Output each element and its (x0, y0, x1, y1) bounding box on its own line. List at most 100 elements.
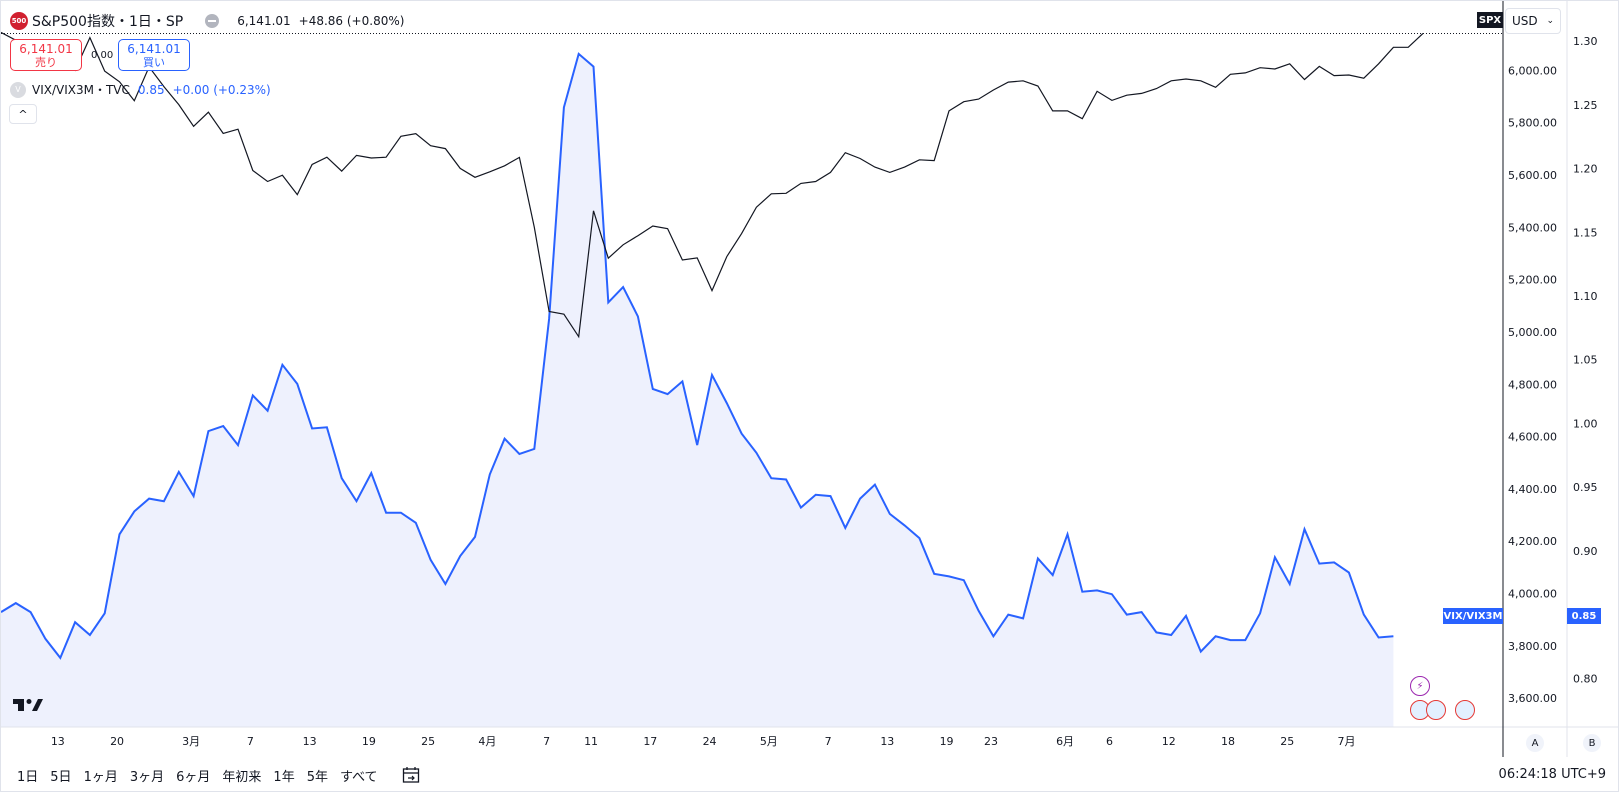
calendar-icon[interactable] (402, 766, 420, 784)
buy-price: 6,141.01 (127, 42, 181, 56)
left-price-tick-label: 4,200.00 (1508, 535, 1557, 548)
auto-scale-button[interactable]: A (1526, 734, 1544, 752)
collapse-legend-button[interactable]: ^ (9, 104, 37, 124)
time-tick-label: 6月 (1056, 735, 1074, 748)
sp500-logo: 500 (10, 12, 28, 30)
range-1y[interactable]: 1年 (273, 769, 295, 785)
buy-button[interactable]: 6,141.01 買い (118, 39, 190, 71)
right-price-tick-label: 0.80 (1573, 672, 1598, 685)
time-tick-label: 6 (1106, 735, 1113, 748)
spread-value: 0.00 (91, 50, 114, 61)
right-price-tick-label: 1.20 (1573, 163, 1598, 176)
tradingview-logo-mark (13, 699, 43, 711)
range-1d[interactable]: 1日 (17, 769, 39, 785)
left-price-tick-label: 6,000.00 (1508, 64, 1557, 77)
left-price-tick-label: 5,200.00 (1508, 274, 1557, 287)
chevron-up-icon: ^ (18, 107, 28, 121)
left-price-tick-label: 3,600.00 (1508, 692, 1557, 705)
spx-series-line (1, 31, 1424, 339)
right-price-tick-label: 1.15 (1573, 226, 1598, 239)
main-series-change: +48.86 (+0.80%) (298, 14, 405, 28)
chart-canvas[interactable]: 6,000.00 5,800.00 5,600.00 5,400.00 5,200.00… (1, 1, 1619, 757)
left-price-tick-label: 4,400.00 (1508, 483, 1557, 496)
time-tick-label: 20 (110, 735, 124, 748)
left-price-axis[interactable]: 6,000.00 5,800.00 5,600.00 5,400.00 5,200.00… (1508, 64, 1557, 705)
left-price-tick-label: 4,600.00 (1508, 431, 1557, 444)
time-tick-label: 23 (984, 735, 998, 748)
right-price-axis[interactable]: 1.301.251.201.151.101.051.000.950.900.85… (1573, 35, 1598, 685)
time-tick-label: 13 (51, 735, 65, 748)
range-3m[interactable]: 3ヶ月 (129, 769, 165, 785)
time-tick-label: 5月 (760, 735, 778, 748)
left-price-tick-label: 4,800.00 (1508, 378, 1557, 391)
spx-price-tag: SPX (1477, 12, 1503, 28)
left-price-tick-label: 5,000.00 (1508, 326, 1557, 339)
second-series-legend[interactable]: V VIX/VIX3M・TVC 0.85 +0.00 (+0.23%) (10, 81, 271, 98)
sell-label: 売り (35, 56, 57, 69)
vix-value-tag: 0.85 (1567, 608, 1601, 624)
lightning-event-icon[interactable]: ⚡ (1410, 676, 1430, 696)
time-tick-label: 7 (825, 735, 832, 748)
time-tick-label: 25 (421, 735, 435, 748)
time-tick-label: 13 (880, 735, 894, 748)
time-tick-label: 7 (543, 735, 550, 748)
range-1m[interactable]: 1ヶ月 (83, 769, 118, 785)
main-series-price: 6,141.01 (237, 14, 291, 28)
main-series-title[interactable]: S&P500指数・1日・SP (32, 14, 184, 30)
hide-series-icon[interactable] (205, 14, 220, 28)
time-tick-label: 19 (940, 735, 954, 748)
right-price-tick-label: 1.25 (1573, 99, 1598, 112)
sell-button[interactable]: 6,141.01 売り (10, 39, 82, 71)
time-tick-label: 24 (703, 735, 717, 748)
range-5d[interactable]: 5日 (50, 769, 72, 785)
second-series-title[interactable]: VIX/VIX3M・TVC (32, 83, 130, 97)
right-price-tick-label: 1.30 (1573, 35, 1598, 48)
time-axis[interactable]: 13 20 3月 7 13 19 25 4月 7 11 17 24 5月 7 13 19 23 6月 6 12 18 25… (51, 735, 1356, 748)
chevron-down-icon: ⌄ (1546, 16, 1554, 26)
vix-name-tag: VIX/VIX3M (1443, 608, 1503, 624)
left-price-tick-label: 3,800.00 (1508, 640, 1557, 653)
right-price-tick-label: 1.05 (1573, 354, 1598, 367)
range-5y[interactable]: 5年 (306, 769, 328, 785)
left-price-tick-label: 5,600.00 (1508, 169, 1557, 182)
currency-select[interactable]: USD ⌄ (1505, 8, 1561, 34)
vix-series-line (1, 52, 1394, 660)
right-price-tick-label: 0.95 (1573, 481, 1598, 494)
us-flag-event-icon[interactable] (1455, 700, 1475, 720)
tradingview-logo[interactable] (13, 697, 43, 718)
right-price-tick-label: 1.10 (1573, 290, 1598, 303)
time-tick-label: 3月 (182, 735, 200, 748)
vix-logo: V (10, 81, 26, 98)
main-series-legend[interactable]: 500 S&P500指数・1日・SP 6,141.01 +48.86 (+0.8… (10, 11, 404, 31)
time-tick-label: 7月 (1338, 735, 1356, 748)
vix-area-fill (1, 53, 1394, 727)
second-series-change: +0.00 (+0.23%) (172, 82, 271, 97)
time-tick-label: 25 (1280, 735, 1294, 748)
range-ytd[interactable]: 年初来 (222, 769, 262, 785)
time-tick-label: 7 (247, 735, 254, 748)
range-list: 1日 5日 1ヶ月 3ヶ月 6ヶ月 年初来 1年 5年 すべて (11, 766, 384, 785)
time-tick-label: 13 (303, 735, 317, 748)
right-price-tick-label: 1.00 (1573, 417, 1598, 430)
clock-timezone[interactable]: 06:24:18 UTC+9 (1498, 767, 1606, 782)
time-tick-label: 12 (1162, 735, 1176, 748)
second-series-value: 0.85 (137, 82, 165, 97)
time-tick-label: 4月 (478, 735, 496, 748)
buy-label: 買い (143, 56, 165, 69)
sell-price: 6,141.01 (19, 42, 73, 56)
left-price-tick-label: 4,000.00 (1508, 588, 1557, 601)
time-tick-label: 17 (643, 735, 657, 748)
range-all[interactable]: すべて (339, 769, 378, 785)
right-price-tick-label: 0.90 (1573, 545, 1598, 558)
currency-label: USD (1512, 14, 1538, 28)
b-axis-button[interactable]: B (1583, 734, 1601, 752)
left-price-tick-label: 5,800.00 (1508, 117, 1557, 130)
bottom-toolbar: 1日 5日 1ヶ月 3ヶ月 6ヶ月 年初来 1年 5年 すべて 06:24:18… (1, 757, 1619, 792)
left-price-tick-label: 5,400.00 (1508, 221, 1557, 234)
time-tick-label: 11 (584, 735, 598, 748)
range-6m[interactable]: 6ヶ月 (176, 769, 211, 785)
time-tick-label: 18 (1221, 735, 1235, 748)
us-flag-event-icon[interactable] (1426, 700, 1446, 720)
time-tick-label: 19 (362, 735, 376, 748)
